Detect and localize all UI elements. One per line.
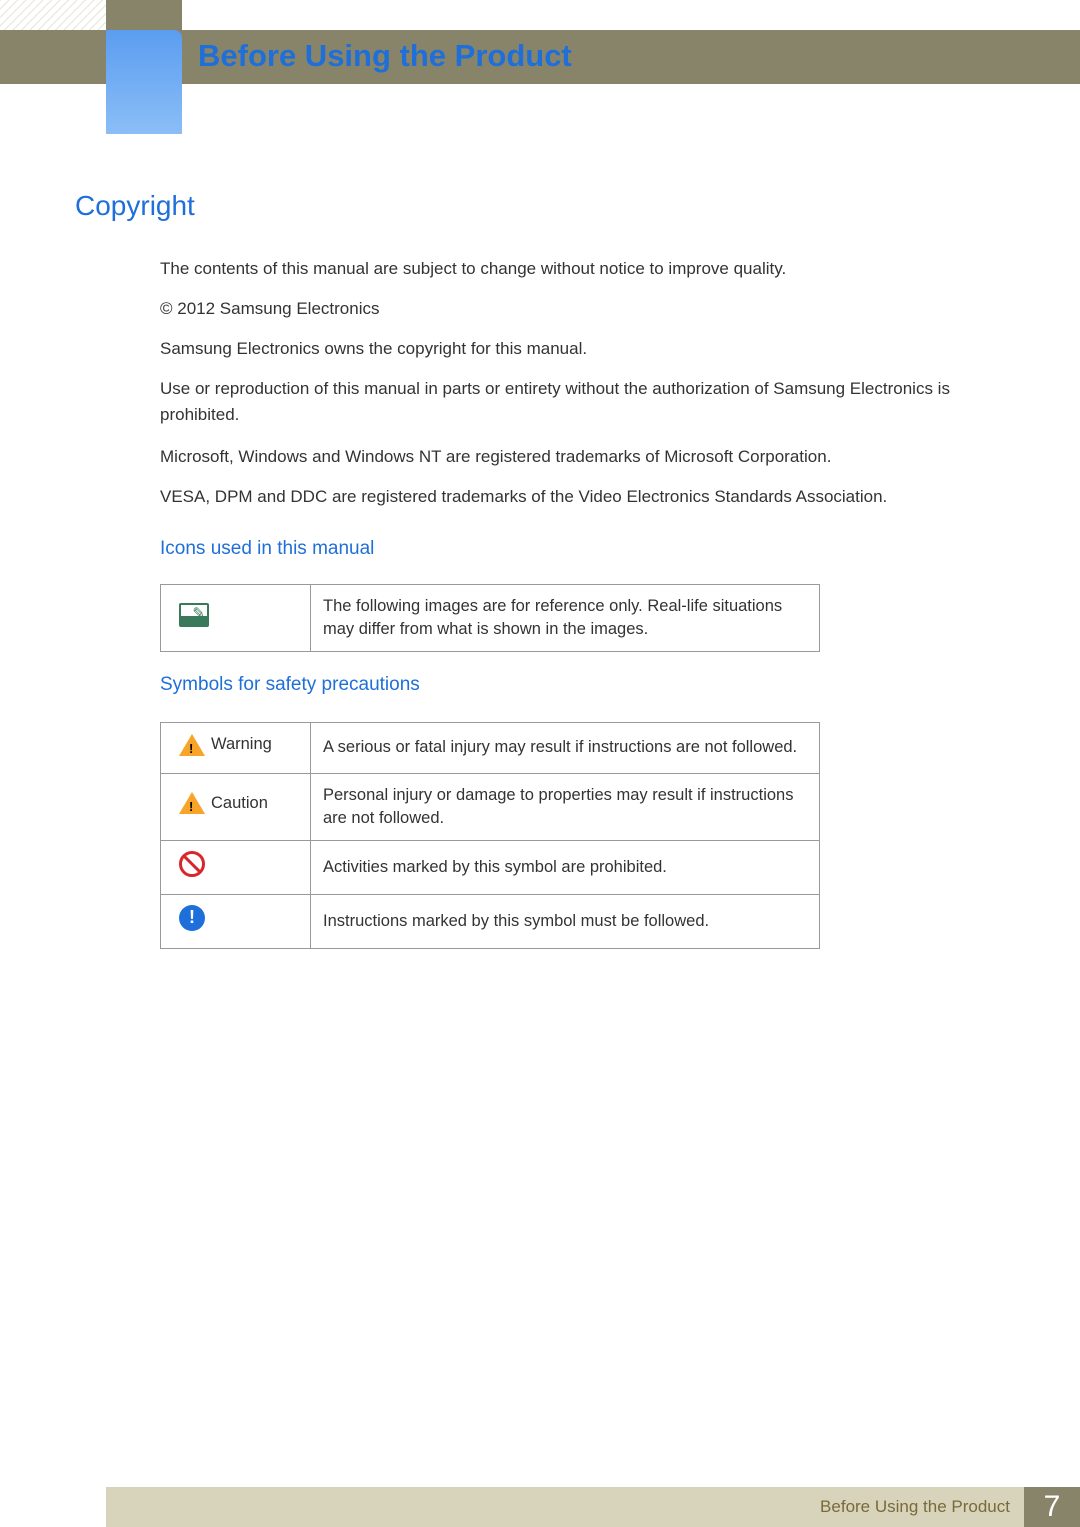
section-title-copyright: Copyright bbox=[75, 190, 195, 222]
paragraph-1: The contents of this manual are subject … bbox=[160, 256, 1005, 282]
prohibit-circle-icon bbox=[179, 851, 205, 877]
icon-cell-caution: Caution bbox=[161, 773, 311, 840]
icon-cell-prohibit bbox=[161, 840, 311, 894]
paragraph-5: Microsoft, Windows and Windows NT are re… bbox=[160, 444, 1005, 470]
icon-description: Personal injury or damage to properties … bbox=[311, 773, 820, 840]
warning-triangle-icon bbox=[179, 734, 205, 756]
must-follow-circle-icon bbox=[179, 905, 205, 931]
table-icons-used: The following images are for reference o… bbox=[160, 584, 820, 652]
icon-cell-note bbox=[161, 585, 311, 652]
subheading-icons-used: Icons used in this manual bbox=[160, 538, 374, 560]
note-icon bbox=[179, 603, 209, 627]
page-number: 7 bbox=[1024, 1487, 1080, 1527]
table-row: Caution Personal injury or damage to pro… bbox=[161, 773, 820, 840]
icon-cell-must-follow bbox=[161, 894, 311, 948]
subheading-safety-symbols: Symbols for safety precautions bbox=[160, 674, 420, 696]
decorative-diagonal-stripes bbox=[0, 0, 106, 30]
icon-label: Caution bbox=[211, 792, 268, 815]
footer-bar: Before Using the Product 7 bbox=[106, 1487, 1080, 1527]
table-row: Instructions marked by this symbol must … bbox=[161, 894, 820, 948]
paragraph-2: © 2012 Samsung Electronics bbox=[160, 296, 1005, 322]
table-row: Warning A serious or fatal injury may re… bbox=[161, 723, 820, 774]
icon-label: Warning bbox=[211, 733, 272, 756]
paragraph-3: Samsung Electronics owns the copyright f… bbox=[160, 336, 1005, 362]
header-tab-olive bbox=[106, 0, 182, 30]
footer-chapter-label: Before Using the Product bbox=[820, 1497, 1024, 1517]
icon-cell-warning: Warning bbox=[161, 723, 311, 774]
chapter-title: Before Using the Product bbox=[198, 38, 572, 74]
caution-triangle-icon bbox=[179, 792, 205, 814]
paragraph-6: VESA, DPM and DDC are registered tradema… bbox=[160, 484, 1005, 510]
icon-description: The following images are for reference o… bbox=[311, 585, 820, 652]
chapter-accent-box bbox=[106, 30, 182, 134]
icon-description: Activities marked by this symbol are pro… bbox=[311, 840, 820, 894]
icon-description: Instructions marked by this symbol must … bbox=[311, 894, 820, 948]
table-row: The following images are for reference o… bbox=[161, 585, 820, 652]
table-row: Activities marked by this symbol are pro… bbox=[161, 840, 820, 894]
icon-description: A serious or fatal injury may result if … bbox=[311, 723, 820, 774]
table-safety-symbols: Warning A serious or fatal injury may re… bbox=[160, 722, 820, 949]
paragraph-4: Use or reproduction of this manual in pa… bbox=[160, 376, 1005, 429]
